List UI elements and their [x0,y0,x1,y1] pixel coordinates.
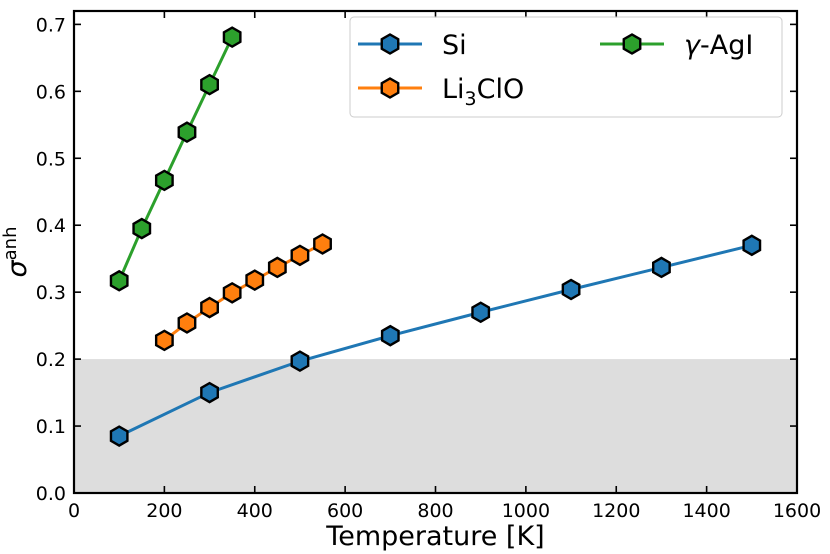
legend-box [349,16,783,118]
y-axis-title-base: σ [2,259,33,277]
data-point-li3clo [177,312,197,334]
y-tick-label: 0.2 [36,349,66,371]
data-point-li3clo [267,256,287,279]
series-line-si [118,243,753,438]
data-point--agi [177,121,197,144]
legend: Si Li3ClO γ-AgI [349,16,783,118]
x-tick-label: 1400 [682,500,730,522]
legend-label-part: Si [442,30,467,61]
data-point-si [561,278,581,301]
x-tick-label: 600 [327,500,363,522]
legend-label-li3clo: Li3ClO [442,74,524,110]
y-tick-label: 0.5 [36,148,66,170]
y-tick-label: 0.0 [36,483,66,505]
legend-marker-si [380,33,400,55]
legend-label-si: Si [442,30,467,61]
x-tick-label: 0 [68,500,80,522]
legend-marker--agi [622,33,642,55]
series-layer [109,26,762,447]
data-point--agi [200,73,219,96]
data-point-si [380,324,400,347]
y-axis-title: σanh [0,227,33,278]
legend-label-part: γ [684,30,702,61]
legend-label--agi: γ-AgI [684,30,753,61]
legend-label-part: 3 [465,88,477,110]
x-tick-label: 800 [417,500,453,522]
x-tick-label: 400 [237,500,273,522]
x-tick-label: 1200 [592,500,640,522]
data-point-si [290,350,310,373]
shaded-region [74,359,797,493]
y-tick-label: 0.3 [36,282,66,304]
data-point-si [471,301,491,324]
data-point-li3clo [200,296,219,319]
data-point-si [200,381,219,404]
data-point-si [652,256,671,279]
data-point-li3clo [313,233,332,255]
data-point--agi [154,169,174,192]
data-point-li3clo [290,244,310,267]
data-point-li3clo [154,329,174,352]
data-point-li3clo [222,281,242,304]
x-tick-label: 200 [146,500,182,522]
data-point-si [742,234,762,257]
data-point--agi [222,26,242,48]
data-point--agi [109,269,129,292]
legend-label-part: Li [442,74,465,105]
y-tick-label: 0.4 [36,215,66,237]
x-tick-label: 1600 [773,500,821,522]
y-tick-label: 0.6 [36,81,66,103]
y-tick-label: 0.1 [36,416,66,438]
y-axis-title-superscript: anh [0,227,21,261]
legend-label-part: -AgI [700,30,753,61]
legend-marker-li3clo [380,77,400,99]
x-tick-label: 1000 [502,500,550,522]
data-point-si [109,425,129,447]
series-line--agi [117,36,234,282]
data-point-li3clo [245,269,265,292]
legend-label-part: ClO [477,74,525,105]
ticks-layer: 0 200 400 600 800 1000 1200 1400 1600 0.0 0.1 0.2 0.… [36,11,821,522]
data-point--agi [132,217,152,240]
x-axis-title: Temperature [K] [325,521,544,552]
y-tick-label: 0.7 [36,14,66,36]
